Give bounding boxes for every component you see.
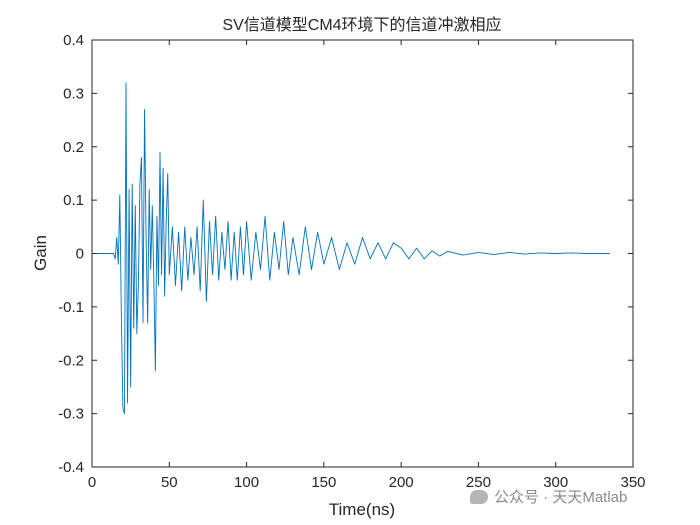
- x-tick-label: 350: [620, 474, 645, 491]
- x-tick-label: 0: [88, 474, 96, 491]
- x-tick-label: 250: [466, 474, 491, 491]
- x-tick-label: 300: [543, 474, 568, 491]
- y-tick-label: 0.4: [63, 32, 84, 49]
- x-tick-label: 50: [161, 474, 178, 491]
- plot-series-layer: [92, 82, 610, 415]
- y-tick-label: -0.4: [58, 459, 84, 476]
- y-tick-label: -0.2: [58, 352, 84, 369]
- impulse-response-line: [92, 82, 610, 415]
- y-tick-label: -0.1: [58, 299, 84, 316]
- y-tick-label: -0.3: [58, 406, 84, 423]
- x-tick-label: 200: [389, 474, 414, 491]
- x-tick-label: 150: [311, 474, 336, 491]
- y-tick-label: 0: [76, 246, 84, 263]
- y-tick-label: 0.3: [63, 85, 84, 102]
- x-tick-label: 100: [234, 474, 259, 491]
- watermark: 公众号 · 天天Matlab: [470, 486, 627, 507]
- wechat-logo-icon: [470, 489, 488, 504]
- watermark-text: 公众号 · 天天Matlab: [494, 489, 628, 506]
- y-tick-label: 0.2: [63, 139, 84, 156]
- x-axis-label: Time(ns): [329, 500, 395, 519]
- tick-layer: 0 50 100 150 200 250 300 350 0.4 0.3 0.2 0.1 0 -0.1 -0…: [58, 32, 645, 491]
- y-axis-label: Gain: [31, 235, 50, 271]
- chart-title: SV信道模型CM4环境下的信道冲激相应: [222, 15, 501, 34]
- y-tick-label: 0.1: [63, 192, 84, 209]
